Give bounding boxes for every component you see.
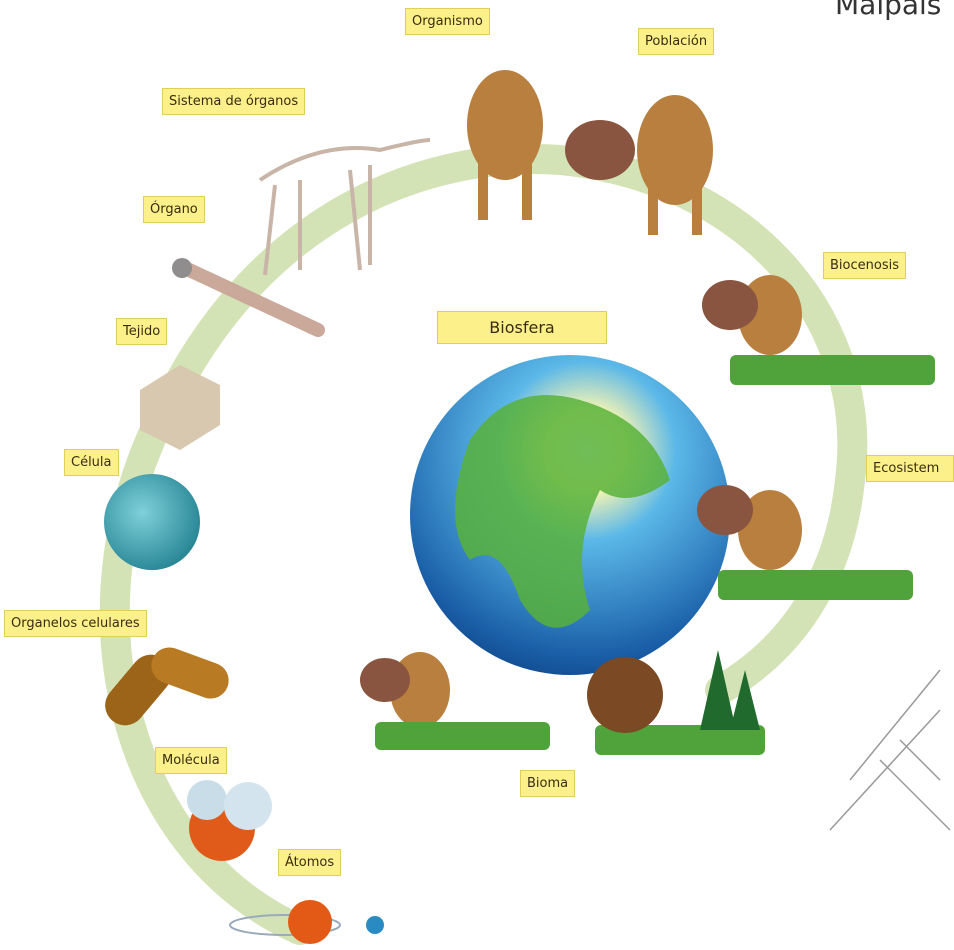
molecule [187,780,272,861]
corner-text: Malpais [835,0,941,21]
label: Célula [64,449,119,476]
illustration [0,0,954,950]
label: Bioma [520,770,575,797]
cell [104,474,200,570]
page: Malpais Organismo Población Sistema de ó… [0,0,954,950]
label: Sistema de órganos [162,88,305,115]
label: Átomos [278,849,341,876]
label: Biosfera [437,311,607,344]
label: Organismo [405,8,490,35]
bear [587,657,663,733]
label: Organelos celulares [4,610,147,637]
label: Tejido [116,318,167,345]
label: Población [638,28,714,55]
label: Molécula [155,747,227,774]
label: Ecosistem [866,455,954,482]
sketch-lines [830,670,950,830]
label: Órgano [143,196,205,223]
label: Biocenosis [823,252,906,279]
